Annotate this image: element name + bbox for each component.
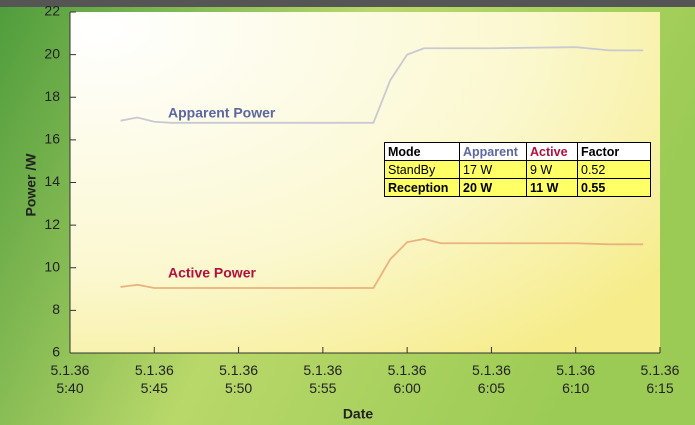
y-tick-label: 22 (44, 3, 60, 19)
top-bar (0, 0, 695, 7)
table-row: Reception 20 W 11 W 0.55 (384, 178, 651, 197)
header-cell: Apparent (459, 142, 527, 161)
series-line (120, 46, 644, 124)
table-cell: 9 W (526, 160, 578, 179)
y-tick-label: 6 (52, 344, 60, 360)
table-cell: 20 W (459, 178, 527, 197)
table-cell: 11 W (526, 178, 578, 197)
series-line (120, 238, 644, 289)
series-label: Apparent Power (168, 105, 276, 121)
x-tick-label: 5.1.36 5:50 (219, 362, 258, 396)
x-tick-label: 5.1.36 5:40 (51, 362, 90, 396)
x-tick-label: 5.1.36 6:00 (388, 362, 427, 396)
x-tick-label: 5.1.36 6:05 (472, 362, 511, 396)
table-cell: 0.52 (577, 160, 651, 179)
y-tick-label: 16 (44, 131, 60, 147)
x-tick-label: 5.1.36 6:10 (556, 362, 595, 396)
table-cell: 0.55 (577, 178, 651, 197)
y-tick-label: 18 (44, 88, 60, 104)
x-tick-label: 5.1.36 5:45 (135, 362, 174, 396)
x-tick-label: 5.1.36 5:55 (303, 362, 342, 396)
y-tick-label: 20 (44, 45, 60, 61)
table-header: Mode Apparent Active Factor (384, 142, 651, 161)
y-axis-label: Power /W (23, 153, 39, 217)
x-axis-label: Date (343, 406, 374, 422)
table-cell: 17 W (459, 160, 527, 179)
y-tick-label: 14 (44, 173, 60, 189)
series-label: Active Power (168, 265, 256, 281)
y-tick-label: 12 (44, 216, 60, 232)
header-cell: Active (526, 142, 578, 161)
y-tick-label: 10 (44, 258, 60, 274)
header-cell: Mode (384, 142, 460, 161)
header-cell: Factor (577, 142, 651, 161)
table-cell: Reception (384, 178, 460, 197)
y-tick-label: 8 (52, 301, 60, 317)
x-tick-label: 5.1.36 6:15 (641, 362, 680, 396)
table-cell: StandBy (384, 160, 460, 179)
